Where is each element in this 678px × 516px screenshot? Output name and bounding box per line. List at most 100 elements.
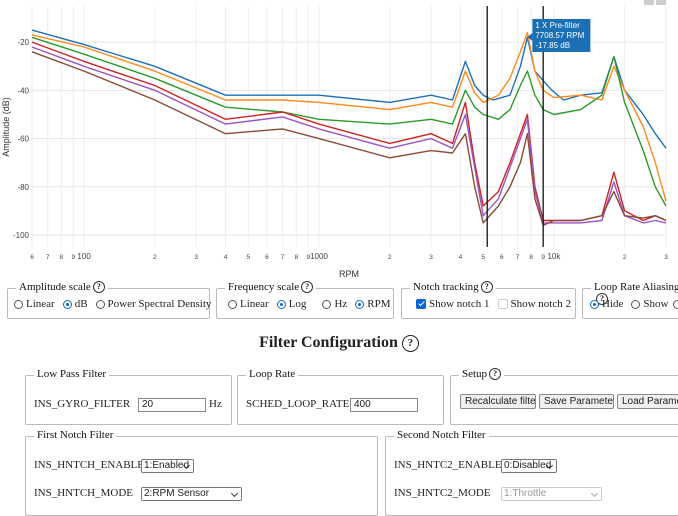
show-notch1-checkbox[interactable] xyxy=(416,299,426,309)
ins-gyro-filter-unit: Hz xyxy=(209,398,222,410)
aliasing-extra-radio[interactable] xyxy=(673,299,678,309)
y-tick-label: -20 xyxy=(17,38,29,47)
frequency-linear-radio[interactable] xyxy=(228,299,237,309)
x-tick-label: 8 xyxy=(529,254,533,261)
save-parameters-button[interactable]: Save Parameters xyxy=(539,394,614,409)
x-tick-label: 9 xyxy=(306,254,310,261)
ins-hntch-enable-label: INS_HNTCH_ENABLE xyxy=(34,459,144,471)
ins-hntch-mode-label: INS_HNTCH_MODE xyxy=(34,487,133,499)
x-tick-label: 8 xyxy=(294,254,298,261)
x-tick-label: 4 xyxy=(224,254,228,261)
x-axis-label: RPM xyxy=(339,269,359,279)
ins-hntch-mode-select[interactable]: 2:RPM Sensor xyxy=(141,487,242,501)
x-tick-label: 2 xyxy=(623,254,627,261)
show-notch2-checkbox[interactable] xyxy=(497,299,508,309)
camera-icon[interactable] xyxy=(644,0,654,5)
ins-hntc2-enable-select[interactable]: 0:Disabled xyxy=(501,459,557,473)
aliasing-hide-radio[interactable] xyxy=(590,299,599,309)
x-tick-label: 7 xyxy=(46,254,50,261)
x-tick-label: 1000 xyxy=(310,252,328,261)
x-tick-label: 10k xyxy=(547,252,561,261)
x-tick-label: 6 xyxy=(265,254,269,261)
spectrum-chart[interactable]: -20-40-60-80-100 6 7 8 9 100 2 3 4 5 6 7 8 9 1000 2 3 4 5… xyxy=(0,0,678,282)
help-icon[interactable]: ? xyxy=(596,293,608,306)
amplitude-scale-group: Amplitude scale? Linear dB Power Spectra… xyxy=(7,281,212,319)
x-tick-label: 2 xyxy=(153,254,157,261)
amplitude-linear-label: Linear xyxy=(26,298,55,310)
x-tick-label: 3 xyxy=(194,254,198,261)
frequency-hz-label: Hz xyxy=(334,298,348,310)
x-tick-label: 7 xyxy=(281,254,285,261)
x-tick-label: 9 xyxy=(541,254,545,261)
y-axis-label: Amplitude (dB) xyxy=(1,97,11,157)
series-line-2[interactable] xyxy=(31,31,667,202)
series-line-3[interactable] xyxy=(31,36,667,207)
x-tick-label: 8 xyxy=(60,254,64,261)
first-notch-filter-legend: First Notch Filter xyxy=(34,429,117,441)
aliasing-show-radio[interactable] xyxy=(631,299,641,309)
setup-group: Setup? Recalculate filters Save Paramete… xyxy=(450,368,678,425)
ins-gyro-filter-input[interactable]: 20 xyxy=(138,398,206,412)
ins-hntc2-mode-label: INS_HNTC2_MODE xyxy=(394,487,491,499)
x-tick-label: 4 xyxy=(459,254,463,261)
plotly-logo-icon[interactable] xyxy=(656,0,666,5)
y-tick-label: -40 xyxy=(17,86,29,95)
load-parameters-button[interactable]: Load Parameters xyxy=(617,394,678,409)
amplitude-db-radio[interactable] xyxy=(62,299,72,309)
x-tick-label: 100 xyxy=(77,252,91,261)
low-pass-filter-legend: Low Pass Filter xyxy=(34,368,110,380)
x-tick-label: 3 xyxy=(429,254,433,261)
sched-loop-rate-label: SCHED_LOOP_RATE xyxy=(246,398,350,410)
x-tick-label: 6 xyxy=(30,254,34,261)
notch-tracking-group: Notch tracking? Show notch 1 Show notch … xyxy=(401,281,576,319)
loop-rate-aliasing-legend: Loop Rate Aliasing? xyxy=(591,281,678,306)
y-tick-label: -60 xyxy=(17,135,29,144)
frequency-linear-label: Linear xyxy=(240,298,269,310)
help-icon[interactable]: ? xyxy=(401,334,419,352)
tooltip-series: 1 X Pre-filter xyxy=(535,21,580,30)
ins-gyro-filter-label: INS_GYRO_FILTER xyxy=(34,398,131,410)
series-line-4[interactable] xyxy=(31,41,667,222)
ins-hntc2-enable-label: INS_HNTC2_ENABLE xyxy=(394,459,502,471)
x-tick-label: 9 xyxy=(72,254,76,261)
help-icon[interactable]: ? xyxy=(480,281,493,294)
sched-loop-rate-input[interactable]: 400 xyxy=(350,398,418,412)
notch-tracking-legend: Notch tracking? xyxy=(410,281,496,294)
help-icon[interactable]: ? xyxy=(489,368,502,381)
frequency-hz-radio[interactable] xyxy=(322,299,332,309)
amplitude-psd-label: Power Spectral Density xyxy=(107,298,212,310)
loop-rate-group: Loop Rate SCHED_LOOP_RATE 400 xyxy=(237,368,444,425)
x-tick-label: 5 xyxy=(481,254,485,261)
series-line-5[interactable] xyxy=(31,46,667,224)
hover-tooltip: 1 X Pre-filter 7708.57 RPM -17.85 dB xyxy=(527,18,591,52)
frequency-scale-group: Frequency scale? Linear Log Hz RPM xyxy=(216,281,394,319)
second-notch-filter-legend: Second Notch Filter xyxy=(394,429,489,441)
modebar[interactable] xyxy=(644,0,666,5)
frequency-log-radio[interactable] xyxy=(276,299,286,309)
series-line-6[interactable] xyxy=(31,51,667,226)
low-pass-filter-group: Low Pass Filter INS_GYRO_FILTER 20 Hz xyxy=(25,368,232,425)
x-tick-label: 6 xyxy=(500,254,504,261)
y-tick-label: -80 xyxy=(17,183,29,192)
loop-rate-legend: Loop Rate xyxy=(246,368,299,380)
frequency-log-label: Log xyxy=(288,298,307,310)
x-tick-label: 5 xyxy=(246,254,250,261)
amplitude-linear-radio[interactable] xyxy=(14,299,23,309)
frequency-rpm-radio[interactable] xyxy=(355,299,365,309)
x-tick-label: 7 xyxy=(516,254,520,261)
show-notch2-label: Show notch 2 xyxy=(510,298,572,310)
show-notch1-label: Show notch 1 xyxy=(429,298,490,310)
filter-configuration-title: Filter Configuration? xyxy=(0,334,678,352)
frequency-scale-legend: Frequency scale? xyxy=(225,281,317,294)
help-icon[interactable]: ? xyxy=(92,281,105,294)
frequency-rpm-label: RPM xyxy=(367,298,391,310)
amplitude-db-label: dB xyxy=(74,298,88,310)
amplitude-psd-radio[interactable] xyxy=(95,299,105,309)
ins-hntch-enable-select[interactable]: 1:Enabled xyxy=(141,459,194,473)
ins-hntc2-mode-select[interactable]: 1:Throttle xyxy=(501,487,602,501)
tooltip-rpm: 7708.57 RPM xyxy=(535,31,584,40)
recalculate-filters-button[interactable]: Recalculate filters xyxy=(460,394,536,409)
help-icon[interactable]: ? xyxy=(301,281,314,294)
amplitude-scale-legend: Amplitude scale? xyxy=(16,281,108,294)
first-notch-filter-group: First Notch Filter INS_HNTCH_ENABLE 1:En… xyxy=(25,429,378,516)
